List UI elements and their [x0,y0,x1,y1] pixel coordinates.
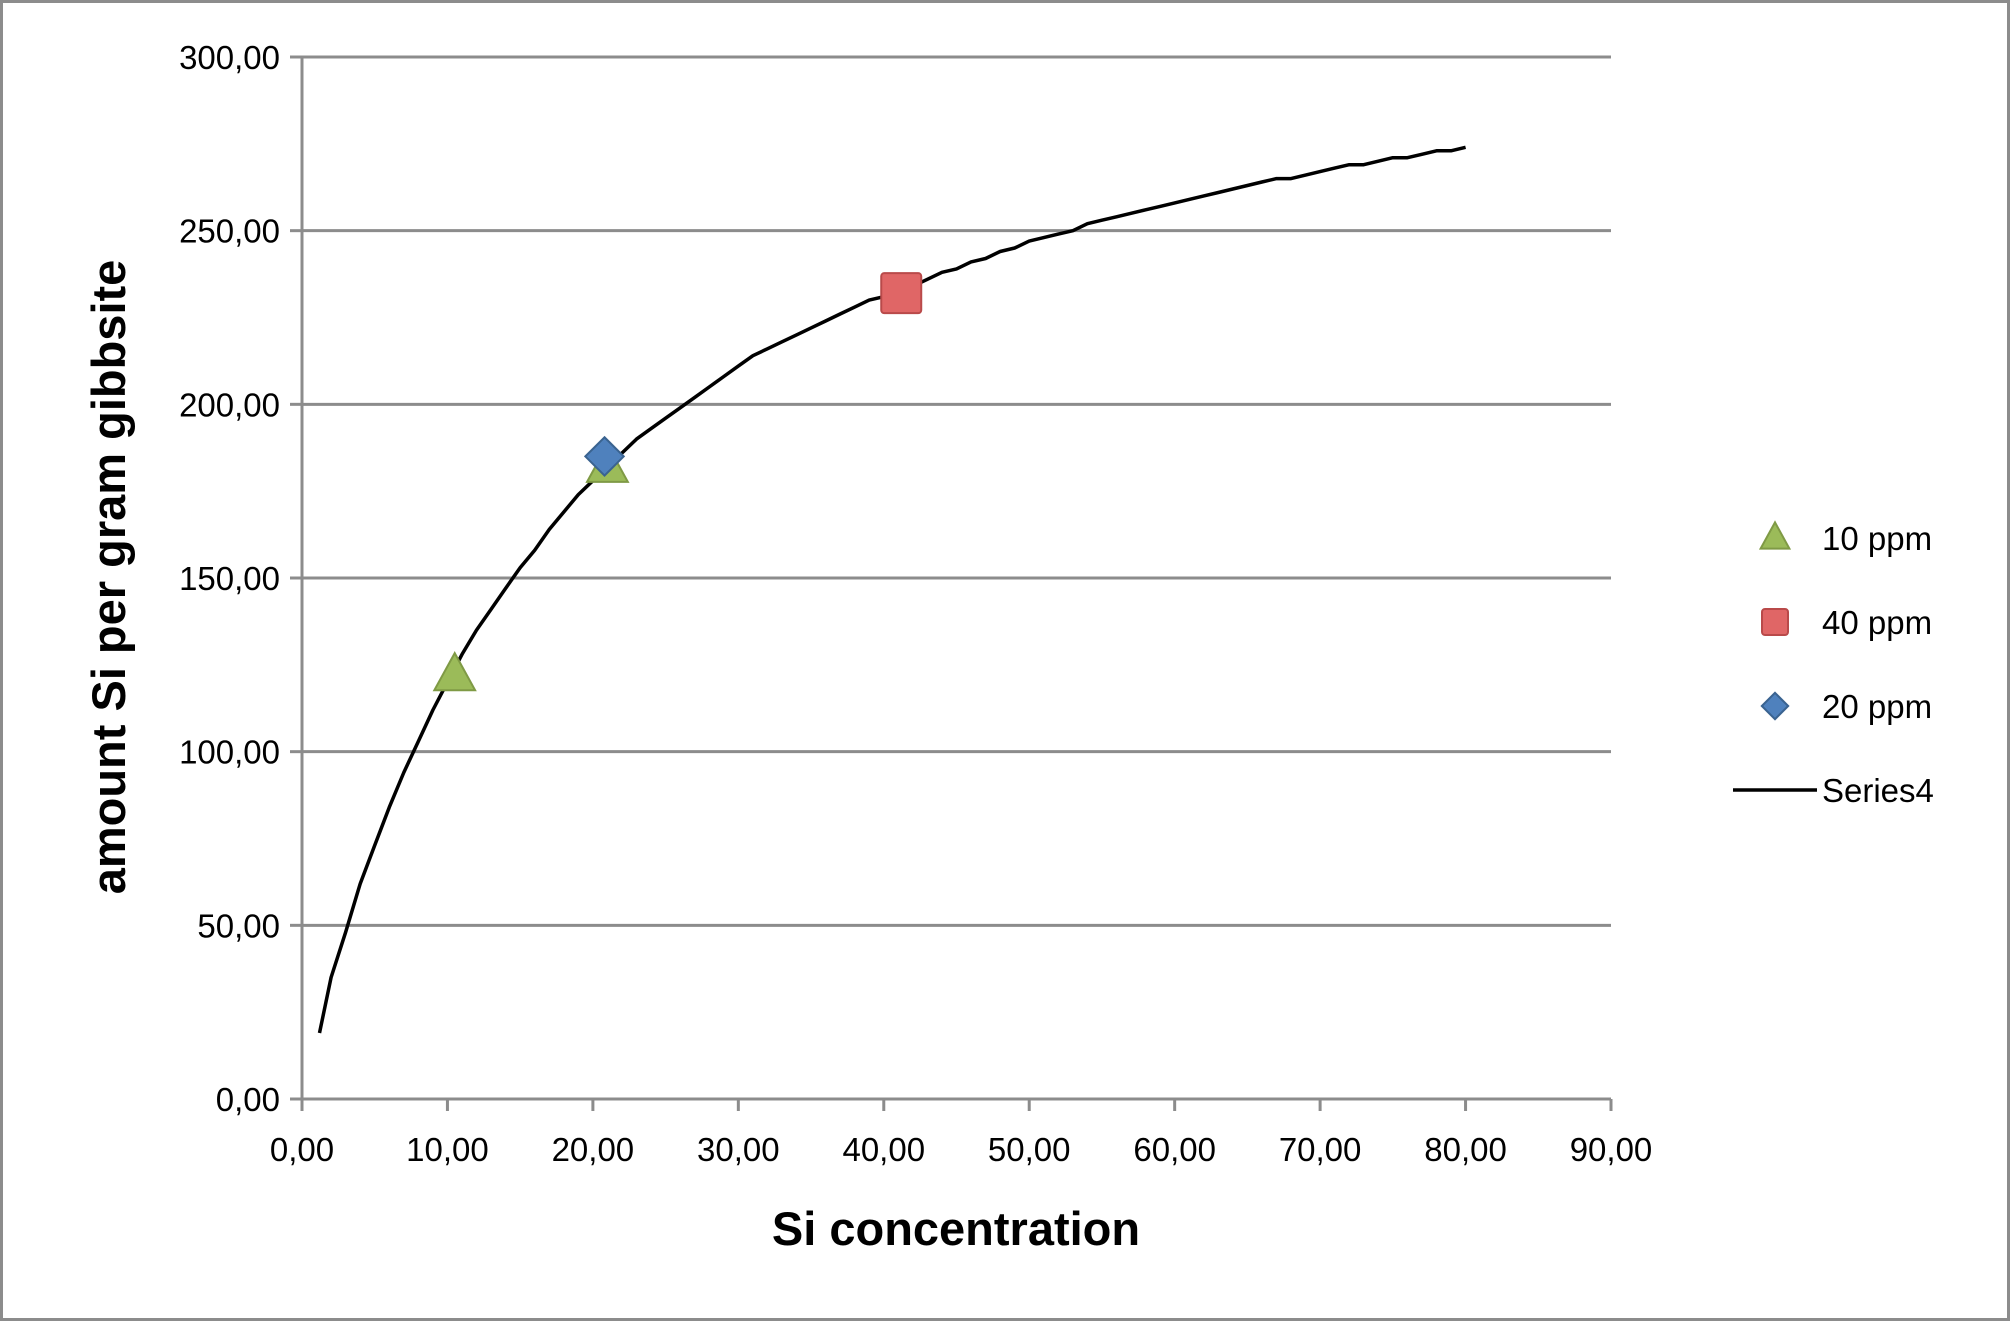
x-tick-label: 30,00 [697,1131,780,1168]
y-tick-label: 150,00 [179,560,280,597]
x-tick-label: 70,00 [1279,1131,1362,1168]
data-point-square [880,272,923,315]
legend-label: Series4 [1822,772,1934,809]
y-tick-label: 50,00 [197,907,280,944]
legend-label: 40 ppm [1822,604,1932,641]
y-axis-title: amount Si per gram gibbsite [82,260,135,895]
legend: 10 ppm 40 ppm 20 ppm Series4 [1733,520,1934,809]
x-tick-label: 50,00 [988,1131,1071,1168]
legend-swatch-square [1761,608,1789,636]
legend-swatch-diamond [1760,691,1790,721]
x-tick-label: 80,00 [1424,1131,1507,1168]
x-tick-label: 60,00 [1133,1131,1216,1168]
data-point-diamond [583,435,626,478]
y-tick-labels: 0,00 50,00 100,00 150,00 200,00 250,00 300,00 [179,39,280,1118]
axes [290,55,1613,1111]
y-tick-label: 300,00 [179,39,280,76]
x-tick-label: 40,00 [842,1131,925,1168]
legend-item: 20 ppm [1760,688,1932,725]
y-tick-label: 200,00 [179,386,280,423]
legend-label: 20 ppm [1822,688,1932,725]
legend-item: Series4 [1733,772,1934,809]
x-tick-label: 10,00 [406,1131,489,1168]
x-tick-label: 0,00 [270,1131,334,1168]
legend-item: 10 ppm [1758,520,1932,557]
gridlines [302,55,1611,927]
y-tick-label: 0,00 [216,1081,280,1118]
x-tick-labels: 0,00 10,00 20,00 30,00 40,00 50,00 60,00 70,00 8… [270,1131,1652,1168]
y-tick-label: 100,00 [179,734,280,771]
y-tick-label: 250,00 [179,213,280,250]
legend-item: 40 ppm [1761,604,1932,641]
x-tick-label: 20,00 [552,1131,635,1168]
marker-layer [432,272,923,692]
legend-label: 10 ppm [1822,520,1932,557]
data-point-triangle [432,651,477,692]
x-tick-label: 90,00 [1570,1131,1653,1168]
x-axis-title: Si concentration [772,1202,1140,1255]
legend-swatch-triangle [1758,520,1792,550]
